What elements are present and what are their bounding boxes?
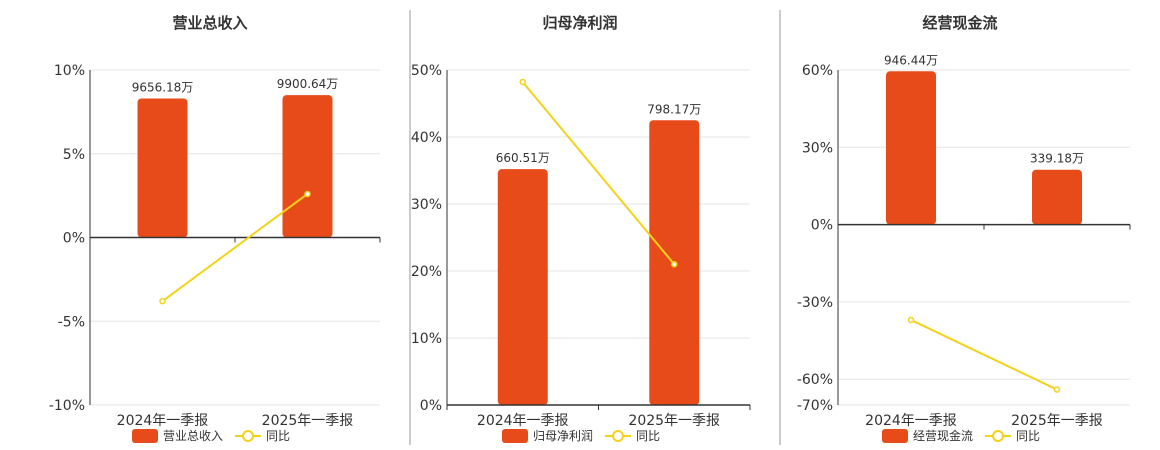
chart2-yoy-line (521, 81, 676, 265)
chart1-title: 营业总收入 (172, 14, 247, 32)
chart3-bar (886, 71, 936, 225)
chart1-legend-line-marker (242, 430, 254, 442)
chart2-y-tick-label: 50% (411, 63, 442, 79)
chart1-legend-line-label: 同比 (266, 429, 290, 443)
chart2-legend-line-marker (612, 430, 624, 442)
chart1-bar (282, 95, 333, 238)
chart3-y-tick-label: -30% (797, 295, 833, 311)
chart3-bar (1032, 169, 1082, 225)
chart2-bar (497, 169, 548, 405)
chart3-yoy-point (1053, 386, 1061, 393)
chart2-y-tick-label: 0% (420, 398, 442, 414)
chart1-y-tick-label: 5% (63, 147, 85, 163)
chart3-y-tick-label: -60% (797, 372, 833, 388)
chart1-category-label: 2025年一季报 (262, 413, 354, 429)
chart3-yoy-line (910, 319, 1058, 391)
chart3-category-label: 2025年一季报 (1011, 413, 1103, 429)
chart3-bar-data-label: 946.44万 (884, 53, 938, 67)
chart1-y-tick-label: -10% (49, 398, 85, 414)
chart1-legend-bar-label: 营业总收入 (163, 429, 223, 443)
chart2-y-tick-label: 20% (411, 264, 442, 280)
chart2-category-label: 2025年一季报 (628, 413, 720, 429)
chart3-legend-bar-swatch (882, 429, 908, 443)
chart2-legend-line-label: 同比 (636, 429, 660, 443)
chart1-yoy-line (161, 193, 309, 302)
chart3-y-tick-label: -70% (797, 398, 833, 414)
chart1-y-tick-label: 10% (54, 63, 85, 79)
chart3-legend-line-marker (992, 430, 1004, 442)
chart3-y-tick-label: 0% (811, 218, 833, 234)
chart1-y-tick-label: -5% (58, 314, 85, 330)
chart2-y-tick-label: 10% (411, 331, 442, 347)
chart1-bar-data-label: 9900.64万 (277, 77, 339, 91)
chart1-bar-data-label: 9656.18万 (132, 80, 194, 94)
chart2-yoy-point (671, 261, 678, 268)
chart3-yoy-point (907, 316, 915, 324)
chart3-legend-line-label: 同比 (1016, 429, 1040, 443)
chart3-y-tick-label: 30% (802, 140, 833, 156)
chart2-legend-bar-swatch (502, 429, 528, 443)
chart3-bar-data-label: 339.18万 (1030, 152, 1084, 166)
chart1-legend-bar-swatch (132, 429, 158, 443)
chart2-bar-data-label: 798.17万 (647, 102, 701, 116)
chart1-category-label: 2024年一季报 (117, 413, 209, 429)
chart1-bar (137, 98, 188, 238)
chart1-y-tick-label: 0% (63, 231, 85, 247)
chart3-y-tick-label: 60% (802, 63, 833, 79)
chart2-y-tick-label: 40% (411, 130, 442, 146)
chart2-yoy-point (519, 78, 526, 86)
chart2-legend-bar-label: 归母净利润 (533, 429, 593, 443)
chart3-legend-bar-label: 经营现金流 (913, 428, 973, 443)
chart1-yoy-point (304, 190, 311, 198)
chart2-title: 归母净利润 (542, 14, 617, 32)
chart2-y-tick-label: 30% (411, 197, 442, 213)
chart3-category-label: 2024年一季报 (865, 413, 957, 429)
chart2-category-label: 2024年一季报 (477, 413, 569, 429)
chart1-yoy-point (159, 297, 166, 305)
chart3-title: 经营现金流 (922, 14, 997, 32)
chart2-bar-data-label: 660.51万 (496, 151, 550, 165)
